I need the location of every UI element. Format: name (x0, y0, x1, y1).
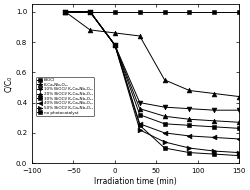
40% BiOCl/ K₂Ca₂Nb₃O₁₀ (213, 136, 216, 139)
Line: 10% BiOCl/ K₂Ca₂Nb₃O₁₀: 10% BiOCl/ K₂Ca₂Nb₃O₁₀ (63, 9, 242, 113)
20% BiOCl/ K₂Ca₂Nb₃O₁₀ (213, 120, 216, 122)
10% BiOCl/ K₂Ca₂Nb₃O₁₀ (64, 11, 67, 13)
K₂Ca₂Nb₃O₁₀ (64, 11, 67, 13)
20% BiOCl/ K₂Ca₂Nb₃O₁₀ (114, 44, 116, 46)
BiOCl (188, 151, 191, 154)
10% BiOCl/ K₂Ca₂Nb₃O₁₀ (138, 101, 141, 104)
no photocatalyst (213, 11, 216, 13)
20% BiOCl/ K₂Ca₂Nb₃O₁₀ (138, 108, 141, 110)
X-axis label: Irradiation time (min): Irradiation time (min) (94, 177, 177, 186)
Line: 20% BiOCl/ K₂Ca₂Nb₃O₁₀: 20% BiOCl/ K₂Ca₂Nb₃O₁₀ (63, 9, 242, 125)
K₂Ca₂Nb₃O₁₀ (138, 35, 141, 37)
30% BiOCl/ K₂Ca₂Nb₃O₁₀ (88, 11, 92, 13)
K₂Ca₂Nb₃O₁₀ (238, 95, 241, 98)
20% BiOCl/ K₂Ca₂Nb₃O₁₀ (238, 121, 241, 124)
40% BiOCl/ K₂Ca₂Nb₃O₁₀ (64, 11, 67, 13)
K₂Ca₂Nb₃O₁₀ (188, 89, 191, 92)
K₂Ca₂Nb₃O₁₀ (213, 92, 216, 95)
40% BiOCl/ K₂Ca₂Nb₃O₁₀ (238, 138, 241, 140)
20% BiOCl/ K₂Ca₂Nb₃O₁₀ (88, 11, 92, 13)
40% BiOCl/ K₂Ca₂Nb₃O₁₀ (163, 132, 166, 134)
Line: 40% BiOCl/ K₂Ca₂Nb₃O₁₀: 40% BiOCl/ K₂Ca₂Nb₃O₁₀ (63, 9, 242, 141)
50% BiOCl/ K₂Ca₂Nb₃O₁₀ (64, 11, 67, 13)
Line: 30% BiOCl/ K₂Ca₂Nb₃O₁₀: 30% BiOCl/ K₂Ca₂Nb₃O₁₀ (63, 9, 242, 131)
Line: K₂Ca₂Nb₃O₁₀: K₂Ca₂Nb₃O₁₀ (63, 9, 242, 99)
no photocatalyst (238, 11, 241, 13)
no photocatalyst (114, 11, 116, 13)
50% BiOCl/ K₂Ca₂Nb₃O₁₀ (88, 11, 92, 13)
40% BiOCl/ K₂Ca₂Nb₃O₁₀ (88, 11, 92, 13)
10% BiOCl/ K₂Ca₂Nb₃O₁₀ (163, 106, 166, 108)
Line: 50% BiOCl/ K₂Ca₂Nb₃O₁₀: 50% BiOCl/ K₂Ca₂Nb₃O₁₀ (63, 9, 242, 155)
20% BiOCl/ K₂Ca₂Nb₃O₁₀ (64, 11, 67, 13)
BiOCl (213, 153, 216, 155)
BiOCl (114, 44, 116, 46)
10% BiOCl/ K₂Ca₂Nb₃O₁₀ (213, 109, 216, 111)
10% BiOCl/ K₂Ca₂Nb₃O₁₀ (188, 108, 191, 110)
Legend: BiOCl, K₂Ca₂Nb₃O₁₀, 10% BiOCl/ K₂Ca₂Nb₃O₁₀, 20% BiOCl/ K₂Ca₂Nb₃O₁₀, 30% BiOCl/ K: BiOCl, K₂Ca₂Nb₃O₁₀, 10% BiOCl/ K₂Ca₂Nb₃O… (36, 77, 94, 116)
40% BiOCl/ K₂Ca₂Nb₃O₁₀ (138, 123, 141, 125)
50% BiOCl/ K₂Ca₂Nb₃O₁₀ (238, 151, 241, 154)
K₂Ca₂Nb₃O₁₀ (163, 79, 166, 81)
no photocatalyst (64, 11, 67, 13)
30% BiOCl/ K₂Ca₂Nb₃O₁₀ (114, 44, 116, 46)
30% BiOCl/ K₂Ca₂Nb₃O₁₀ (238, 127, 241, 130)
30% BiOCl/ K₂Ca₂Nb₃O₁₀ (213, 126, 216, 128)
BiOCl (163, 147, 166, 149)
40% BiOCl/ K₂Ca₂Nb₃O₁₀ (114, 44, 116, 46)
K₂Ca₂Nb₃O₁₀ (114, 32, 116, 34)
50% BiOCl/ K₂Ca₂Nb₃O₁₀ (188, 147, 191, 149)
50% BiOCl/ K₂Ca₂Nb₃O₁₀ (163, 141, 166, 143)
30% BiOCl/ K₂Ca₂Nb₃O₁₀ (138, 114, 141, 116)
BiOCl (138, 124, 141, 127)
Y-axis label: C/C₀: C/C₀ (4, 76, 13, 92)
20% BiOCl/ K₂Ca₂Nb₃O₁₀ (163, 115, 166, 117)
10% BiOCl/ K₂Ca₂Nb₃O₁₀ (114, 44, 116, 46)
BiOCl (64, 11, 67, 13)
no photocatalyst (188, 11, 191, 13)
30% BiOCl/ K₂Ca₂Nb₃O₁₀ (163, 123, 166, 125)
20% BiOCl/ K₂Ca₂Nb₃O₁₀ (188, 118, 191, 120)
Line: no photocatalyst: no photocatalyst (63, 9, 242, 14)
no photocatalyst (138, 11, 141, 13)
BiOCl (88, 11, 92, 13)
Line: BiOCl: BiOCl (63, 9, 242, 158)
50% BiOCl/ K₂Ca₂Nb₃O₁₀ (213, 150, 216, 152)
50% BiOCl/ K₂Ca₂Nb₃O₁₀ (138, 129, 141, 131)
no photocatalyst (163, 11, 166, 13)
no photocatalyst (88, 11, 92, 13)
10% BiOCl/ K₂Ca₂Nb₃O₁₀ (88, 11, 92, 13)
50% BiOCl/ K₂Ca₂Nb₃O₁₀ (114, 44, 116, 46)
BiOCl (238, 154, 241, 157)
40% BiOCl/ K₂Ca₂Nb₃O₁₀ (188, 135, 191, 137)
K₂Ca₂Nb₃O₁₀ (88, 29, 92, 31)
30% BiOCl/ K₂Ca₂Nb₃O₁₀ (64, 11, 67, 13)
10% BiOCl/ K₂Ca₂Nb₃O₁₀ (238, 109, 241, 111)
30% BiOCl/ K₂Ca₂Nb₃O₁₀ (188, 124, 191, 127)
